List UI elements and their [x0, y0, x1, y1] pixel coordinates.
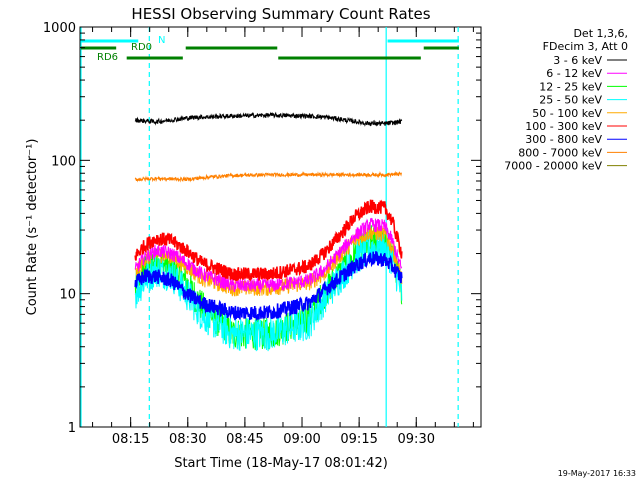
legend-label: 100 - 300 keV: [525, 120, 602, 133]
x-tick-label: 08:30: [169, 432, 206, 447]
plot-area: N RD0 RD6: [79, 26, 482, 428]
status-bars: N RD0 RD6: [81, 35, 459, 63]
legend-label: 7000 - 20000 keV: [504, 160, 602, 173]
plot-frame: [79, 26, 482, 428]
legend-label: 50 - 100 keV: [532, 107, 602, 120]
legend-label: 12 - 25 keV: [539, 80, 602, 93]
x-tick-label: 08:15: [112, 432, 149, 447]
status-bar-label: N: [158, 35, 165, 46]
series-group: [134, 111, 403, 352]
legend-label: 800 - 7000 keV: [518, 146, 602, 159]
x-tick-label: 09:15: [340, 432, 377, 447]
x-tick-label: 09:00: [283, 432, 320, 447]
series-line-800-7000keV: [134, 170, 402, 183]
footer-timestamp: 19-May-2017 16:33: [558, 469, 636, 478]
status-bar-label: RD6: [97, 52, 118, 63]
series-line-6-12keV: [134, 217, 403, 293]
chart-title: HESSI Observing Summary Count Rates: [131, 5, 430, 23]
legend-header: Det 1,3,6,: [573, 27, 628, 40]
legend-label: 25 - 50 keV: [539, 94, 602, 107]
y-tick-label: 10: [59, 288, 76, 303]
legend-label: 3 - 6 keV: [553, 54, 602, 67]
y-axis: 1 10 100 1000: [43, 21, 481, 436]
legend-header: FDecim 3, Att 0: [543, 40, 628, 53]
series-line-3-6keV: [134, 111, 403, 127]
vertical-markers: [80, 27, 459, 427]
y-tick-label: 100: [51, 154, 76, 169]
series-line-300-800keV: [134, 251, 403, 322]
x-tick-label: 08:45: [226, 432, 263, 447]
status-bar-label: RD0: [131, 42, 152, 53]
series-line-100-300keV: [134, 199, 403, 283]
legend-label: 6 - 12 keV: [546, 67, 602, 80]
y-tick-label: 1000: [43, 21, 76, 36]
x-tick-label: 09:30: [398, 432, 435, 447]
x-axis: 08:15 08:30 08:45 09:00 09:15 09:30: [92, 27, 474, 447]
y-axis-label: Count Rate (s⁻¹ detector⁻¹): [25, 139, 40, 316]
y-tick-label: 1: [68, 421, 76, 436]
x-axis-label: Start Time (18-May-17 08:01:42): [174, 456, 388, 471]
legend-label: 300 - 800 keV: [525, 133, 602, 146]
